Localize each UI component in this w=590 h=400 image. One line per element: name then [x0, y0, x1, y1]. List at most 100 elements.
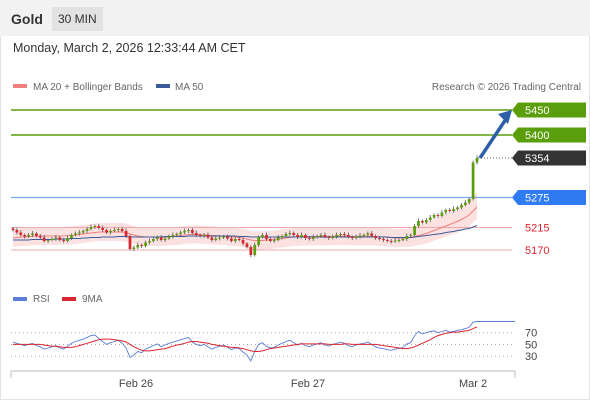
candle-body	[54, 237, 58, 239]
candle-body	[222, 236, 225, 238]
candle-body	[175, 234, 179, 235]
ma50-legend-swatch	[156, 84, 170, 88]
candle-body	[444, 210, 448, 213]
candle-body	[237, 239, 241, 240]
candle-body	[31, 233, 34, 235]
candle-body	[374, 236, 377, 238]
timeframe-button[interactable]: 30 MIN	[52, 7, 103, 31]
forecast-arrow	[478, 110, 512, 159]
candle-body	[233, 239, 237, 241]
candle-body	[163, 238, 167, 240]
candle-body	[292, 233, 296, 235]
rsi-tick-30: 30	[525, 351, 537, 363]
candle-body	[132, 247, 136, 249]
candle-body	[187, 230, 190, 231]
resistance-tag-5450	[512, 102, 586, 118]
candle-body	[206, 235, 210, 238]
candle-body	[327, 237, 331, 238]
ma9-legend-label: 9MA	[82, 294, 103, 305]
candle-body	[424, 220, 428, 223]
candle-body	[159, 237, 163, 240]
candle-body	[105, 230, 108, 233]
candle-body	[101, 228, 105, 230]
candle-body	[11, 228, 15, 230]
candle-body	[167, 236, 171, 239]
rsi-legend-swatch	[13, 297, 27, 301]
candle-body	[382, 239, 385, 240]
x-tick-label: Mar 2	[459, 378, 487, 390]
candle-body	[366, 233, 370, 235]
candlesticks	[11, 155, 479, 257]
candle-body	[179, 232, 183, 234]
forecast-arrow-head	[498, 110, 512, 124]
candle-body	[339, 234, 342, 235]
candle-body	[194, 233, 198, 235]
candle-body	[50, 239, 54, 240]
candle-body	[268, 239, 272, 241]
candle-body	[397, 240, 401, 241]
candle-body	[58, 237, 62, 240]
candle-body	[109, 231, 112, 233]
candle-body	[272, 240, 276, 241]
candle-body	[152, 239, 155, 241]
rsi-line	[12, 321, 515, 362]
bollinger-bands	[13, 192, 477, 250]
candle-body	[378, 238, 381, 239]
ma9-legend-swatch	[62, 297, 76, 301]
candle-body	[66, 238, 69, 241]
candle-body	[62, 240, 66, 241]
candle-body	[46, 240, 50, 241]
ma20-legend-label: MA 20 + Bollinger Bands	[33, 82, 143, 93]
candle-body	[128, 236, 132, 249]
candle-body	[85, 229, 89, 231]
candle-body	[253, 245, 257, 255]
top-bar: Gold 30 MIN	[0, 0, 590, 36]
candle-body	[116, 229, 120, 230]
candle-body	[413, 226, 416, 235]
candle-body	[202, 235, 206, 236]
candle-body	[42, 237, 46, 241]
candle-body	[19, 232, 23, 235]
candle-body	[190, 230, 194, 233]
candle-body	[456, 207, 459, 209]
resistance-tag-5400-text: 5400	[525, 130, 549, 142]
candle-body	[226, 236, 229, 239]
rsi-legend-label: RSI	[33, 294, 50, 305]
candle-body	[280, 236, 284, 238]
candle-body	[389, 241, 393, 242]
resistance-tag-5400	[512, 127, 586, 143]
bollinger-band-fill	[13, 192, 477, 250]
candle-body	[155, 237, 159, 239]
candle-body	[440, 212, 444, 216]
x-tick-label: Feb 27	[291, 378, 325, 390]
candle-body	[300, 235, 303, 237]
candle-body	[210, 237, 214, 240]
candle-body	[385, 240, 389, 241]
timestamp: Monday, March 2, 2026 12:33:44 AM CET	[13, 41, 246, 55]
candle-body	[183, 231, 186, 233]
candle-body	[81, 231, 85, 233]
candle-body	[35, 233, 38, 236]
candle-body	[452, 209, 455, 211]
candle-body	[448, 210, 452, 211]
candle-body	[214, 238, 218, 240]
ma50-legend-label: MA 50	[175, 82, 204, 93]
ma20-legend-swatch	[13, 84, 27, 88]
rsi-ma9-line	[13, 326, 478, 352]
candle-body	[350, 237, 354, 238]
candle-body	[15, 230, 19, 233]
candle-body	[436, 215, 440, 216]
candle-body	[171, 235, 175, 237]
candle-body	[463, 202, 467, 205]
pivot-tag-5275	[512, 190, 586, 205]
candle-body	[288, 233, 292, 234]
candle-body	[471, 162, 475, 199]
candle-body	[362, 235, 366, 236]
candle-body	[120, 229, 124, 231]
x-tick-label: Feb 26	[119, 378, 153, 390]
candle-body	[261, 235, 264, 237]
candle-body	[74, 233, 77, 235]
candle-body	[460, 205, 463, 208]
